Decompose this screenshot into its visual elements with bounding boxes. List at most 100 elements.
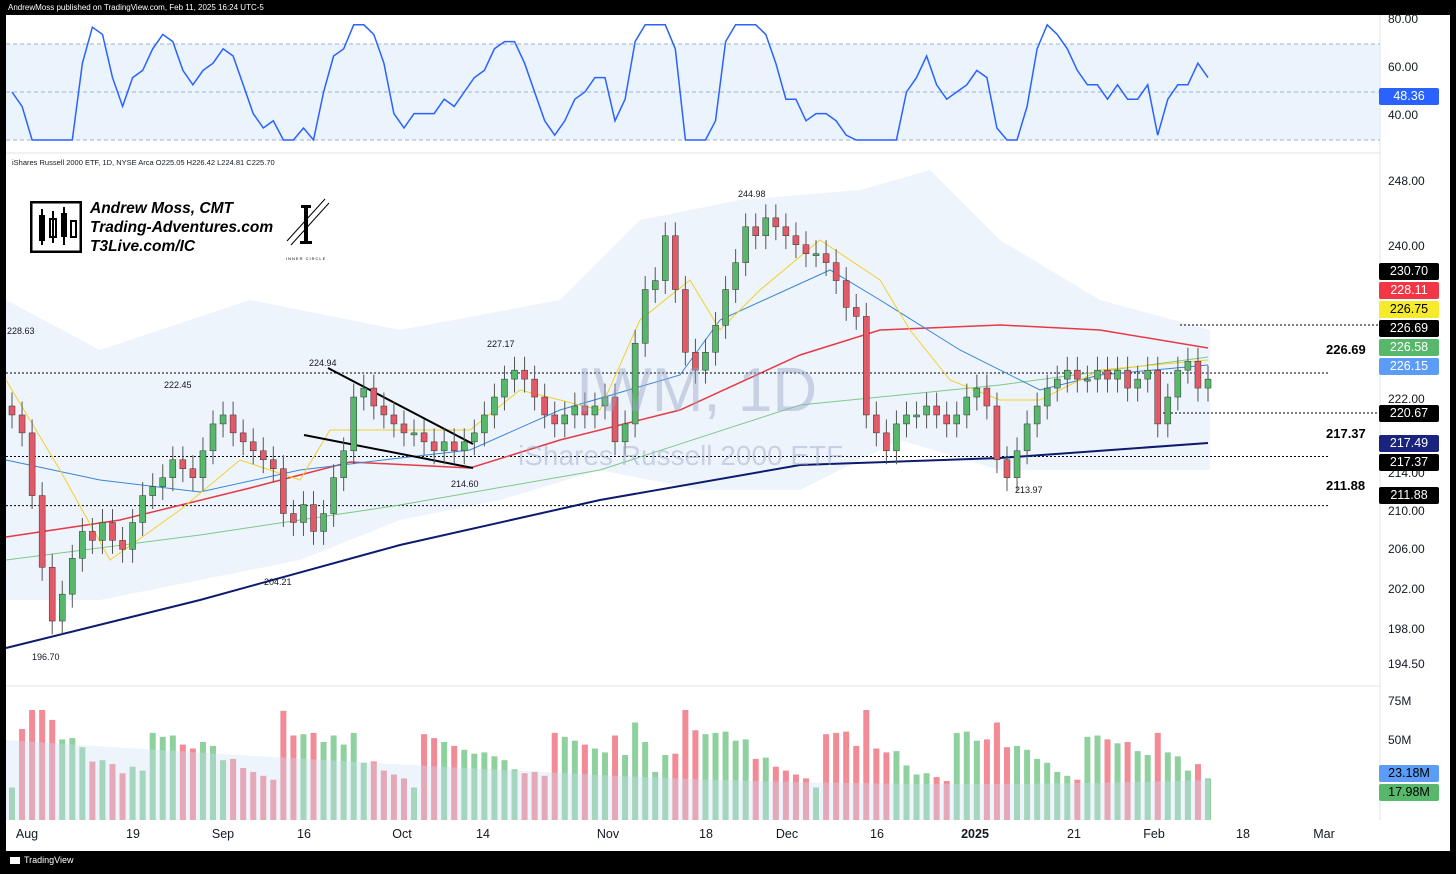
volume-bar-77	[782, 770, 789, 820]
candle-body-82	[832, 262, 840, 281]
candle-body-80	[812, 253, 820, 256]
volume-bar-84	[853, 745, 860, 820]
volume-bar-29	[300, 734, 307, 820]
candle-body-42	[430, 441, 438, 452]
volume-bar-62	[632, 722, 639, 820]
emblem-caption: INNER CIRCLE	[286, 256, 327, 261]
volume-bar-45	[461, 749, 468, 820]
volume-bar-112	[1134, 751, 1141, 820]
x-tick-label: 14	[476, 827, 490, 841]
volume-bar-96	[973, 740, 980, 820]
candle-body-40	[410, 432, 418, 436]
candle-body-2	[28, 432, 36, 496]
candle-body-32	[330, 477, 337, 514]
candle-body-1	[18, 414, 26, 434]
candle-body-67	[682, 289, 689, 353]
candle-body-44	[450, 441, 458, 452]
candle-body-76	[772, 217, 780, 228]
volume-bar-98	[993, 722, 1000, 820]
logo-line-t3: T3Live.com/IC	[90, 237, 196, 255]
volume-bar-10	[109, 764, 116, 820]
volume-bar-39	[400, 778, 407, 820]
volume-bar-65	[662, 755, 669, 820]
candle-body-83	[842, 280, 850, 308]
volume-bar-107	[1084, 736, 1091, 820]
candle-body-50	[511, 369, 518, 380]
candle-body-102	[1033, 405, 1041, 425]
candle-body-56	[571, 405, 579, 416]
volume-bar-88	[893, 751, 900, 820]
candle-body-7	[79, 531, 86, 559]
volume-bar-2	[29, 710, 36, 820]
candle-body-92	[933, 405, 940, 416]
volume-bar-25	[260, 775, 267, 820]
volume-bar-51	[521, 773, 528, 820]
candle-body-117	[1184, 360, 1192, 371]
candle-body-25	[260, 450, 267, 461]
candle-body-109	[1104, 369, 1111, 380]
volume-bar-56	[571, 740, 578, 820]
candle-body-8	[89, 531, 96, 541]
candle-body-35	[360, 387, 368, 398]
volume-bar-67	[682, 710, 689, 820]
logo-line-site: Trading-Adventures.com	[90, 218, 274, 236]
volume-bar-15	[159, 736, 166, 820]
volume-bar-106	[1074, 779, 1081, 820]
volume-bar-8	[89, 761, 96, 820]
volume-bar-76	[772, 766, 779, 820]
volume-bar-68	[692, 730, 699, 820]
wedge-lower-line	[303, 434, 474, 469]
candle-body-116	[1174, 369, 1182, 398]
candle-body-28	[290, 513, 297, 523]
volume-bar-21	[220, 760, 227, 820]
candle-body-5	[59, 593, 66, 622]
volume-bar-9	[99, 760, 106, 820]
candle-body-51	[521, 369, 528, 380]
candle-body-63	[641, 289, 649, 344]
volume-bar-16	[169, 735, 176, 820]
candle-body-34	[350, 396, 357, 452]
ma20-line	[5, 269, 1209, 493]
x-tick-label: Dec	[775, 827, 799, 841]
volume-bar-14	[149, 732, 156, 820]
candle-body-115	[1164, 396, 1172, 425]
tradingview-brand: TradingView	[24, 855, 74, 865]
x-tick-label: 18	[699, 827, 713, 841]
price-badge: 217.49	[1379, 435, 1439, 452]
volume-bar-33	[340, 744, 347, 820]
volume-bar-75	[762, 757, 769, 820]
candle-body-49	[501, 378, 508, 398]
volume-bar-97	[983, 739, 990, 820]
price-annotation: 227.17	[487, 339, 515, 349]
price-annotation: 204.21	[264, 577, 292, 587]
volume-bar-73	[742, 739, 749, 820]
volume-bar-70	[712, 732, 719, 820]
candle-body-64	[651, 280, 659, 290]
x-tick-label: 16	[870, 827, 884, 841]
price-tick-label: 222.00	[1388, 392, 1425, 406]
candle-body-96	[973, 387, 981, 398]
volume-bar-92	[933, 777, 940, 820]
price-badge: 226.75	[1379, 301, 1439, 318]
volume-bar-57	[581, 744, 588, 820]
volume-bar-43	[441, 742, 448, 820]
candle-body-62	[631, 343, 639, 425]
volume-bar-113	[1144, 755, 1151, 820]
price-annotation: 196.70	[32, 652, 60, 662]
volume-bar-48	[491, 756, 498, 820]
candle-body-4	[48, 567, 56, 622]
candle-body-70	[712, 325, 719, 353]
candle-body-113	[1144, 369, 1151, 380]
inner-circle-emblem: INNER CIRCLE	[283, 195, 330, 261]
price-tick-label: 240.00	[1388, 239, 1425, 253]
rsi-tick-label: 80.00	[1388, 12, 1419, 26]
volume-bar-104	[1054, 771, 1061, 820]
volume-bar-54	[551, 732, 558, 820]
candle-body-84	[852, 307, 860, 317]
candle-body-93	[943, 414, 950, 425]
x-tick-label: 16	[297, 827, 311, 841]
candle-body-58	[591, 405, 599, 416]
candle-body-38	[390, 414, 398, 425]
candle-body-77	[782, 226, 790, 237]
